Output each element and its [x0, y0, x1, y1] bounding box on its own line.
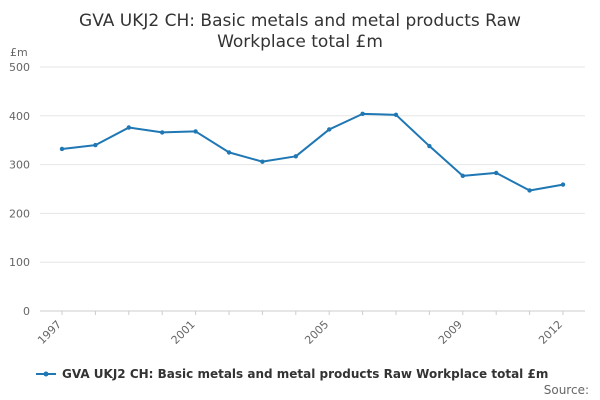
data-point[interactable]: [160, 130, 165, 135]
legend-label: GVA UKJ2 CH: Basic metals and metal prod…: [62, 367, 548, 381]
data-point[interactable]: [360, 111, 365, 117]
data-point[interactable]: [527, 188, 532, 193]
data-point[interactable]: [494, 170, 499, 176]
data-point[interactable]: [560, 182, 566, 187]
chart-title-line-2: Workplace total £m: [217, 32, 383, 52]
legend[interactable]: GVA UKJ2 CH: Basic metals and metal prod…: [36, 367, 548, 381]
data-point[interactable]: [393, 112, 399, 118]
x-tick-label: 2005: [302, 318, 331, 347]
x-tick-label: 2001: [169, 318, 198, 347]
series-line: [61, 112, 564, 192]
y-tick-label: 500: [9, 61, 30, 74]
gridlines: [40, 66, 585, 263]
x-tick-label: 1997: [35, 318, 64, 347]
data-point[interactable]: [427, 143, 432, 149]
x-tick-label: 2009: [436, 318, 465, 347]
data-point[interactable]: [293, 154, 298, 159]
series-layer: [59, 111, 566, 193]
data-point[interactable]: [460, 173, 465, 179]
data-point[interactable]: [126, 125, 131, 130]
data-point[interactable]: [260, 159, 265, 164]
data-point[interactable]: [93, 142, 98, 148]
chart-title-line-1: GVA UKJ2 CH: Basic metals and metal prod…: [79, 11, 521, 31]
data-point[interactable]: [226, 150, 232, 155]
y-tick-label: 0: [23, 305, 30, 318]
data-point[interactable]: [193, 129, 198, 134]
x-tick-label: 2012: [536, 318, 565, 347]
data-point[interactable]: [327, 127, 332, 132]
legend-point-marker: [43, 371, 49, 377]
y-tick-label: 200: [9, 207, 30, 220]
data-point[interactable]: [59, 146, 65, 152]
source-label: Source:: [544, 383, 589, 397]
y-tick-label: 400: [9, 110, 30, 123]
y-axis-unit-label: £m: [10, 46, 28, 59]
y-tick-label: 300: [9, 159, 30, 172]
x-axis: 1997 2001 2005 2009 2012: [35, 310, 585, 347]
y-axis-ticks: 0 100 200 300 400 500: [9, 61, 30, 318]
y-tick-label: 100: [9, 256, 30, 269]
